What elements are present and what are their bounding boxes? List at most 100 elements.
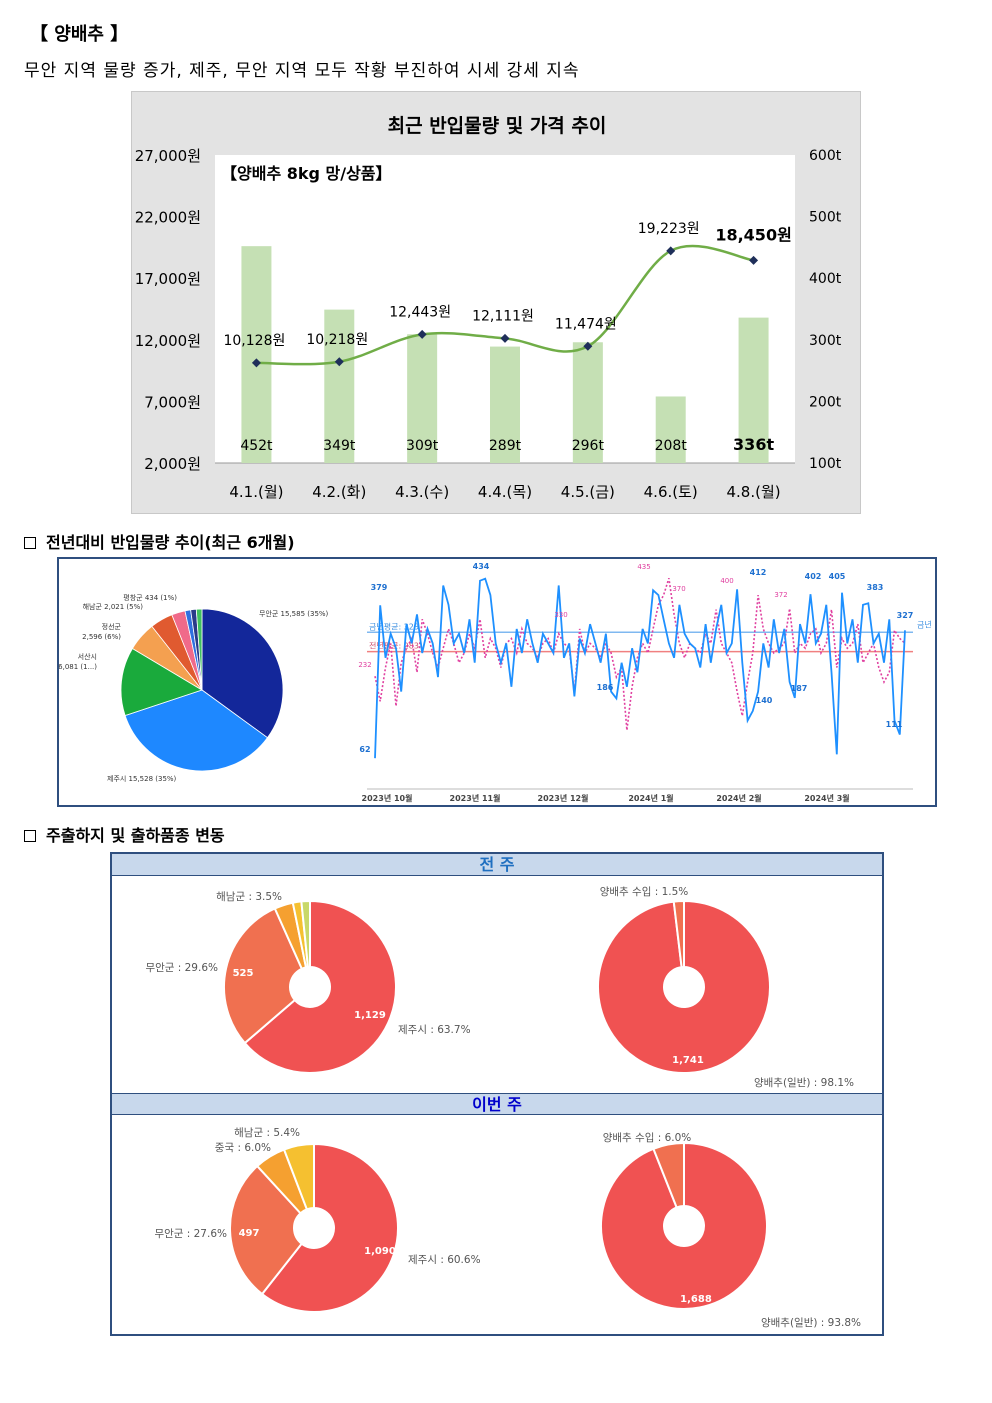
prev-week-band: 전 주 [112,854,882,876]
trend-x-label: 2023년 10월 [362,793,413,803]
price-marker [583,341,593,351]
current-value-annotation: 140 [756,696,773,705]
current-value-annotation: 62 [359,745,370,754]
previous-value-annotation: 370 [672,585,685,593]
volume-bar-label: 289t [489,438,522,454]
current-value-annotation: 412 [750,568,767,577]
previous-value-annotation: 400 [720,577,733,585]
previous-value-annotation: 372 [774,591,787,599]
volume-bar-label: 296t [572,438,605,454]
trend-panel: 무안군 15,585 (35%) 제주시 15,528 (35%) 서산시 6,081… [57,557,937,807]
current-value-annotation: 187 [791,684,808,693]
price-marker [749,255,759,265]
previous-value-annotation: 330 [554,611,567,619]
category-label: 4.3.(수) [395,483,449,501]
volume-bar [490,346,520,463]
donut-slice [300,899,311,969]
donut-slice [597,899,771,1074]
previous-value-annotation: 232 [358,661,371,669]
previous-value-annotation: 435 [637,563,650,571]
current-value-annotation: 434 [473,562,490,571]
donut-slice [243,899,397,1074]
prev-week-region-donut: 1,129 제주시 : 63.7% 525 무안군 : 29.6% 해남군 : 3.5% [145,890,471,1074]
donut-slice [229,1164,304,1296]
donut-slice-label: 양배추(일반) : 98.1% [754,1076,854,1089]
price-label: 10,128원 [223,333,285,349]
price-marker [666,246,676,256]
trend-x-label: 2023년 11월 [450,793,501,803]
donut-slice-value: 1,688 [680,1294,712,1305]
this-week-band: 이번 주 [112,1093,882,1115]
trend-x-label: 2024년 1월 [628,793,673,803]
volume-bar-label: 336t [733,435,774,454]
donut-slice-label: 양배추 수입 : 6.0% [603,1131,692,1144]
region-pie-chart: 무안군 15,585 (35%) 제주시 15,528 (35%) 서산시 6,081… [59,593,329,783]
left-tick-label: 17,000원 [135,270,201,288]
category-label: 4.2.(화) [312,483,366,501]
price-marker [500,333,510,343]
right-tick-label: 100t [809,456,842,472]
section-trend-title: 전년대비 반입물량 추이(최근 6개월) [24,529,295,553]
category-label: 4.4.(목) [478,483,532,501]
region-pie-label: 2,596 (6%) [82,633,121,641]
section-ship-title-text: 주출하지 및 출하품종 변동 [46,826,225,845]
current-value-annotation: 327 [897,611,914,620]
current-average-label: 금년평균: 323 [369,621,419,631]
donut-slice [260,1142,399,1313]
region-pie-slice [120,647,203,717]
current-value-annotation: 405 [829,572,846,581]
right-tick-label: 300t [809,333,842,349]
region-pie-slice [124,689,269,772]
current-value-annotation: 186 [597,683,614,692]
price-label: 12,111원 [472,308,534,324]
volume-bar [407,334,438,463]
current-value-annotation: 383 [867,583,884,592]
donut-slice-label: 무안군 : 29.6% [145,962,218,974]
donut-slice [282,1142,315,1211]
main-chart: 최근 반입물량 및 가격 추이 【양배추 8kg 망/상품】 27,000원 22,0… [131,91,861,514]
trend-x-label: 2024년 3월 [804,793,849,803]
category-label: 4.8.(월) [727,483,781,501]
donut-slice-label: 제주시 : 63.7% [398,1024,471,1036]
region-pie-label: 6,081 (1...) [59,663,97,671]
donut-slice [652,1141,685,1209]
current-year-line [374,577,906,759]
shipment-panel: 전 주 1,129 제주시 : 63.7% 525 무안군 : 29.6% 해남군 : … [110,852,884,1336]
region-pie-label: 정선군 [102,622,122,631]
volume-bar [324,309,355,463]
donut-slice [600,1141,768,1310]
section-ship-title: 주출하지 및 출하품종 변동 [24,822,225,846]
region-pie-label: 해남군 2,021 (5%) [83,602,144,611]
donut-slice-label: 무안군 : 27.6% [154,1228,227,1240]
trend-line-chart: 금년평균: 323 전년평균: 283 금년 379 434 412 402 405 383 62… [358,562,932,803]
region-pie-slice [201,608,284,739]
price-label: 18,450원 [715,225,791,244]
price-marker [334,357,344,367]
donut-slice-label: 해남군 : 3.5% [216,890,282,903]
volume-bar-label: 349t [323,438,356,454]
current-value-annotation: 379 [371,583,388,592]
volume-bar [738,317,769,463]
trend-legend-label: 금년 [917,619,932,629]
donut-slice [672,899,685,969]
right-tick-label: 600t [809,148,842,164]
donut-slice-label: 양배추 수입 : 1.5% [600,885,689,898]
donut-slice-value: 1,741 [672,1055,704,1066]
volume-bar-label: 309t [406,438,439,454]
donut-slice-label: 해남군 : 5.4% [234,1126,300,1139]
volume-bar-label: 452t [240,438,273,454]
right-tick-label: 400t [809,271,842,287]
volume-bar-label: 208t [655,438,688,454]
price-marker [251,358,261,368]
this-week-variety-donut: 1,688 양배추(일반) : 93.8% 양배추 수입 : 6.0% [600,1131,861,1329]
trend-x-label: 2024년 2월 [716,793,761,803]
region-pie-slice [195,608,203,691]
left-tick-label: 22,000원 [135,209,201,227]
donut-slice-value: 1,129 [354,1010,386,1021]
category-label: 4.6.(토) [644,483,698,501]
previous-average-label: 전년평균: 283 [369,641,419,651]
volume-bar [241,246,272,463]
donut-slice-value: 1,090 [364,1246,396,1257]
price-label: 19,223원 [638,221,700,237]
price-label: 12,443원 [389,304,451,320]
